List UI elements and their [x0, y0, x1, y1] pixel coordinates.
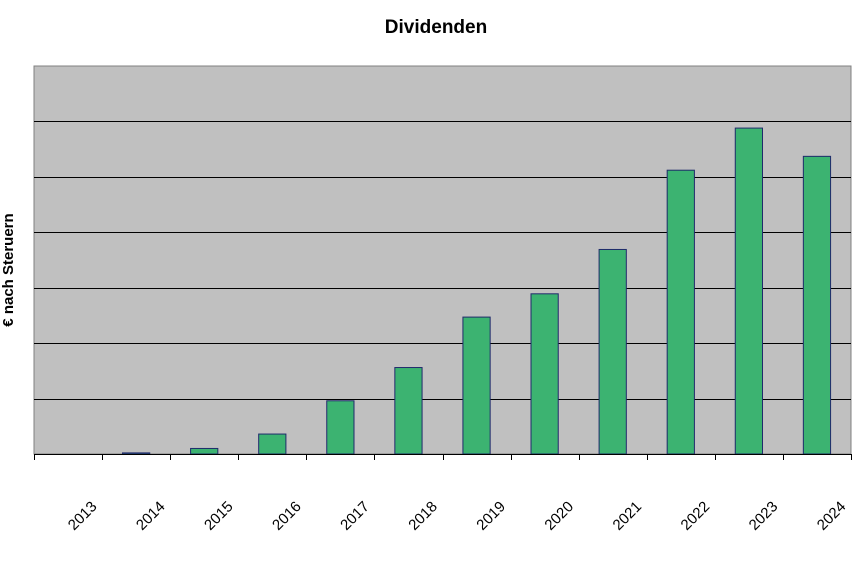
chart-title: Dividenden — [385, 17, 487, 38]
bars — [122, 127, 832, 455]
x-tick-label: 2021 — [610, 498, 646, 534]
x-tick-label: 2013 — [65, 498, 101, 534]
bar-2015 — [190, 447, 219, 455]
bar-2024 — [802, 155, 832, 455]
x-tick-label: 2018 — [405, 498, 441, 534]
bar-2020 — [530, 293, 559, 455]
bar-2016 — [258, 433, 287, 455]
bar-2022 — [666, 169, 695, 455]
x-tick-label: 2017 — [337, 498, 373, 534]
bar-2017 — [326, 400, 355, 455]
x-tick-label: 2022 — [678, 498, 714, 534]
x-tick-label: 2020 — [541, 498, 577, 534]
y-axis-label: € nach Steruern — [0, 213, 17, 326]
bar-2018 — [394, 367, 423, 455]
x-tick-label: 2023 — [746, 498, 782, 534]
x-tick-label: 2015 — [201, 498, 237, 534]
x-tick-label: 2014 — [133, 498, 169, 534]
bar-2014 — [122, 452, 151, 455]
x-tick-label: 2019 — [473, 498, 509, 534]
x-axis: 2013 2014 2015 2016 2017 2018 2019 2020 2021 2022… — [34, 454, 852, 534]
bar-2023 — [734, 127, 763, 455]
gridlines — [34, 121, 851, 400]
x-tick-label: 2024 — [814, 498, 850, 534]
bar-2019 — [462, 316, 491, 455]
plot-area — [33, 65, 852, 455]
x-tick-label: 2016 — [269, 498, 305, 534]
bar-2021 — [598, 248, 627, 455]
